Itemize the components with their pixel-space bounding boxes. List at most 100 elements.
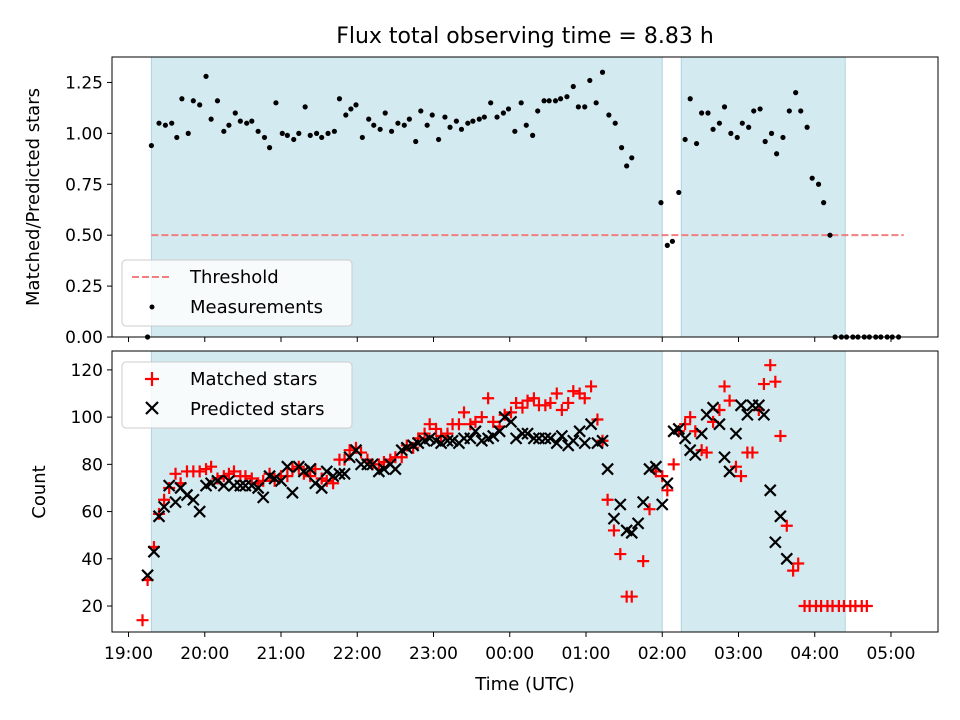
measurement-point (705, 110, 711, 116)
measurement-point (291, 136, 297, 143)
predicted-star-point (729, 427, 743, 440)
predicted-star-point (303, 462, 317, 476)
predicted-star-point (769, 535, 782, 549)
y-tick-label: 0.00 (65, 328, 103, 348)
predicted-star-point (757, 408, 771, 422)
x-tick-label: 00:00 (485, 644, 534, 664)
predicted-star-point (706, 401, 720, 414)
predicted-star-point (550, 436, 564, 450)
top-measurement-points (144, 69, 902, 340)
measurement-point (273, 100, 279, 106)
measurement-point (395, 120, 401, 126)
matched-star-point (718, 380, 731, 393)
measurement-point (739, 120, 745, 126)
measurement-point (827, 232, 833, 238)
predicted-star-point (763, 484, 777, 497)
y-tick-label: 120 (71, 361, 103, 381)
matched-star-point (205, 460, 218, 473)
predicted-star-point (555, 429, 569, 443)
predicted-star-point (614, 498, 627, 511)
predicted-star-point (469, 425, 482, 438)
measurement-point (197, 102, 203, 108)
x-tick-label: 01:00 (561, 644, 610, 664)
measurement-point (535, 108, 541, 114)
threshold-legend-label: Threshold (189, 267, 279, 288)
predicted-star-point (752, 399, 766, 412)
top-x-ticks (128, 337, 892, 342)
measurement-point (366, 116, 372, 122)
x-tick-label: 19:00 (104, 644, 153, 664)
measurement-point (786, 108, 792, 114)
predicted-star-point (349, 443, 363, 457)
matched-star-point (320, 474, 333, 487)
matched-star-point (667, 458, 680, 471)
measurement-point (716, 120, 723, 126)
y-tick-label: 0.75 (65, 175, 103, 195)
predicted-star-point (141, 569, 154, 582)
predicted-star-point (338, 467, 351, 481)
measurement-point (768, 130, 775, 136)
predicted-star-point (631, 517, 645, 530)
matched-star-point (458, 406, 471, 419)
predicted-star-point (180, 488, 194, 502)
matched-star-point (527, 392, 540, 405)
measurement-point (302, 104, 308, 110)
predicted-star-point (601, 462, 614, 476)
measurement-point (582, 104, 588, 110)
matched-star-point (482, 392, 495, 405)
matched-star-point (787, 564, 800, 577)
matched-star-point (505, 406, 518, 419)
predicted-star-point (780, 552, 794, 566)
matched-legend-swatch (145, 372, 159, 386)
measurement-point (570, 83, 576, 90)
matched-star-point (163, 481, 176, 494)
measurement-point (481, 114, 487, 120)
measurement-point (169, 120, 175, 126)
predicted-star-point (498, 410, 511, 424)
matched-star-point (774, 430, 787, 443)
measurement-point (624, 163, 630, 169)
predicted-star-point (486, 429, 500, 443)
measurement-point (505, 106, 512, 112)
measurement-point (664, 242, 670, 248)
measurement-point (307, 132, 313, 138)
predicted-legend-swatch (145, 401, 159, 415)
matched-star-point (153, 507, 166, 520)
predicted-star-point (607, 512, 621, 525)
matched-star-point (792, 557, 805, 570)
matched-star-point (452, 418, 465, 431)
measurement-point (669, 238, 676, 244)
matched-star-point (343, 444, 356, 457)
measurement-point (682, 136, 688, 143)
predicted-star-point (672, 422, 686, 436)
measurement-point (780, 134, 786, 141)
measurement-point (606, 112, 612, 118)
measurement-point (336, 96, 343, 102)
measurement-point (331, 128, 337, 134)
measurement-point (377, 126, 383, 132)
predicted-star-point (147, 545, 161, 558)
predicted-star-point (464, 432, 477, 445)
measurement-point (793, 90, 799, 96)
measurement-point (476, 116, 482, 122)
x-tick-label: 23:00 (409, 644, 458, 664)
measurement-point (751, 108, 757, 114)
matched-star-point (245, 472, 258, 485)
measurements-legend-label: Measurements (190, 297, 323, 318)
measurement-point (774, 151, 780, 157)
top-axes-frame (111, 56, 939, 338)
matched-star-point (562, 396, 575, 409)
predicted-star-point (544, 432, 557, 445)
measurement-point (815, 181, 822, 187)
measurement-point (359, 134, 365, 141)
measurement-point (575, 104, 581, 110)
measurement-point (148, 142, 154, 149)
measurement-point (599, 69, 606, 75)
measurement-point (530, 132, 536, 138)
predicted-star-point (162, 479, 176, 492)
predicted-star-point (315, 481, 328, 495)
matched-star-point (487, 415, 500, 428)
measurements-legend-swatch (149, 304, 155, 310)
measurement-point (284, 132, 290, 138)
